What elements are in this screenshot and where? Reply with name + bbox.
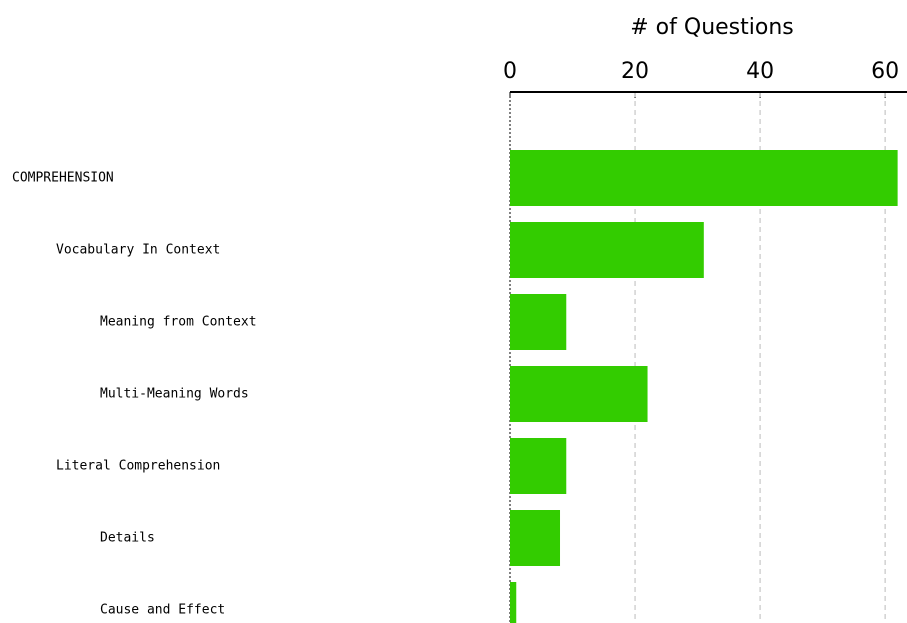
bar [510,222,704,278]
category-label: Details [100,531,155,546]
bar [510,582,517,623]
bar [510,150,898,206]
bar [510,438,567,494]
x-tick-label: 40 [746,59,774,84]
category-label: Cause and Effect [100,603,225,618]
category-label: COMPREHENSION [12,171,114,186]
category-label: Meaning from Context [100,315,257,330]
bar [510,294,567,350]
x-tick-label: 0 [503,59,517,84]
x-tick-label: 20 [621,59,649,84]
x-axis-title: # of Questions [630,15,794,40]
category-label: Literal Comprehension [56,459,220,474]
x-tick-label: 60 [871,59,899,84]
category-label: Multi-Meaning Words [100,387,249,402]
category-label: Vocabulary In Context [56,243,220,258]
bar [510,510,561,566]
bar [510,366,648,422]
